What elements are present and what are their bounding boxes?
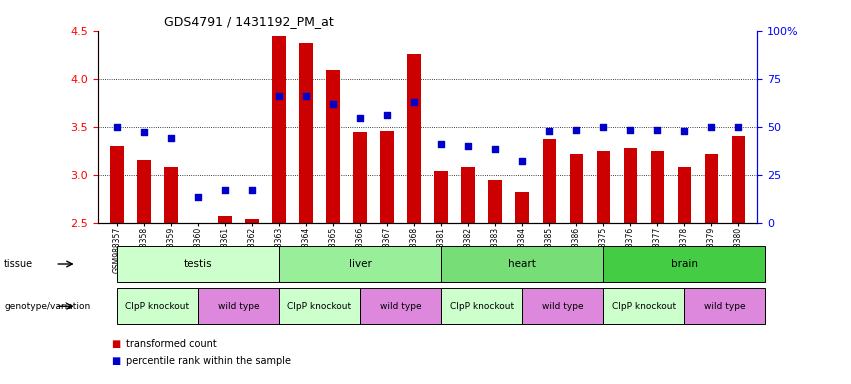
Point — [380, 112, 394, 118]
Point — [218, 187, 231, 193]
Point — [245, 187, 259, 193]
Text: wild type: wild type — [218, 302, 260, 311]
Bar — [353, 132, 367, 223]
Point — [569, 127, 583, 133]
Point — [488, 146, 502, 152]
Bar — [300, 43, 313, 223]
Bar — [137, 161, 151, 223]
Bar — [569, 154, 583, 223]
Bar — [110, 146, 123, 223]
Bar — [434, 171, 448, 223]
Bar — [326, 70, 340, 223]
Bar — [624, 148, 637, 223]
Point — [164, 135, 178, 141]
Bar — [488, 180, 502, 223]
Text: wild type: wild type — [542, 302, 584, 311]
Bar — [272, 36, 286, 223]
Point — [705, 124, 718, 130]
Text: liver: liver — [349, 259, 372, 269]
Bar — [164, 167, 178, 223]
Text: wild type: wild type — [380, 302, 421, 311]
Bar — [516, 192, 529, 223]
Text: wild type: wild type — [704, 302, 745, 311]
Point — [597, 124, 610, 130]
Text: GDS4791 / 1431192_PM_at: GDS4791 / 1431192_PM_at — [163, 15, 334, 28]
Point — [434, 141, 448, 147]
Text: brain: brain — [671, 259, 698, 269]
Bar — [651, 151, 664, 223]
Text: ■: ■ — [111, 339, 120, 349]
Point — [110, 124, 123, 130]
Point — [624, 127, 637, 133]
Text: percentile rank within the sample: percentile rank within the sample — [126, 356, 291, 366]
Point — [191, 194, 205, 200]
Bar — [245, 219, 259, 223]
Bar — [380, 131, 394, 223]
Point — [326, 101, 340, 107]
Text: genotype/variation: genotype/variation — [4, 302, 90, 311]
Text: ClpP knockout: ClpP knockout — [612, 302, 676, 311]
Bar — [677, 167, 691, 223]
Point — [516, 158, 529, 164]
Bar — [218, 216, 231, 223]
Text: ClpP knockout: ClpP knockout — [125, 302, 190, 311]
Text: transformed count: transformed count — [126, 339, 217, 349]
Text: testis: testis — [184, 259, 212, 269]
Text: ClpP knockout: ClpP knockout — [288, 302, 351, 311]
Bar — [705, 154, 718, 223]
Text: heart: heart — [508, 259, 536, 269]
Bar — [408, 54, 421, 223]
Bar — [542, 139, 556, 223]
Text: ClpP knockout: ClpP knockout — [449, 302, 514, 311]
Point — [408, 99, 421, 105]
Point — [650, 127, 664, 133]
Point — [272, 93, 286, 99]
Bar — [732, 136, 745, 223]
Point — [732, 124, 745, 130]
Point — [677, 127, 691, 134]
Bar — [597, 151, 610, 223]
Point — [461, 143, 475, 149]
Point — [137, 129, 151, 136]
Text: ■: ■ — [111, 356, 120, 366]
Point — [542, 127, 556, 134]
Text: tissue: tissue — [4, 259, 33, 269]
Point — [300, 93, 313, 99]
Point — [353, 115, 367, 121]
Bar — [461, 167, 475, 223]
